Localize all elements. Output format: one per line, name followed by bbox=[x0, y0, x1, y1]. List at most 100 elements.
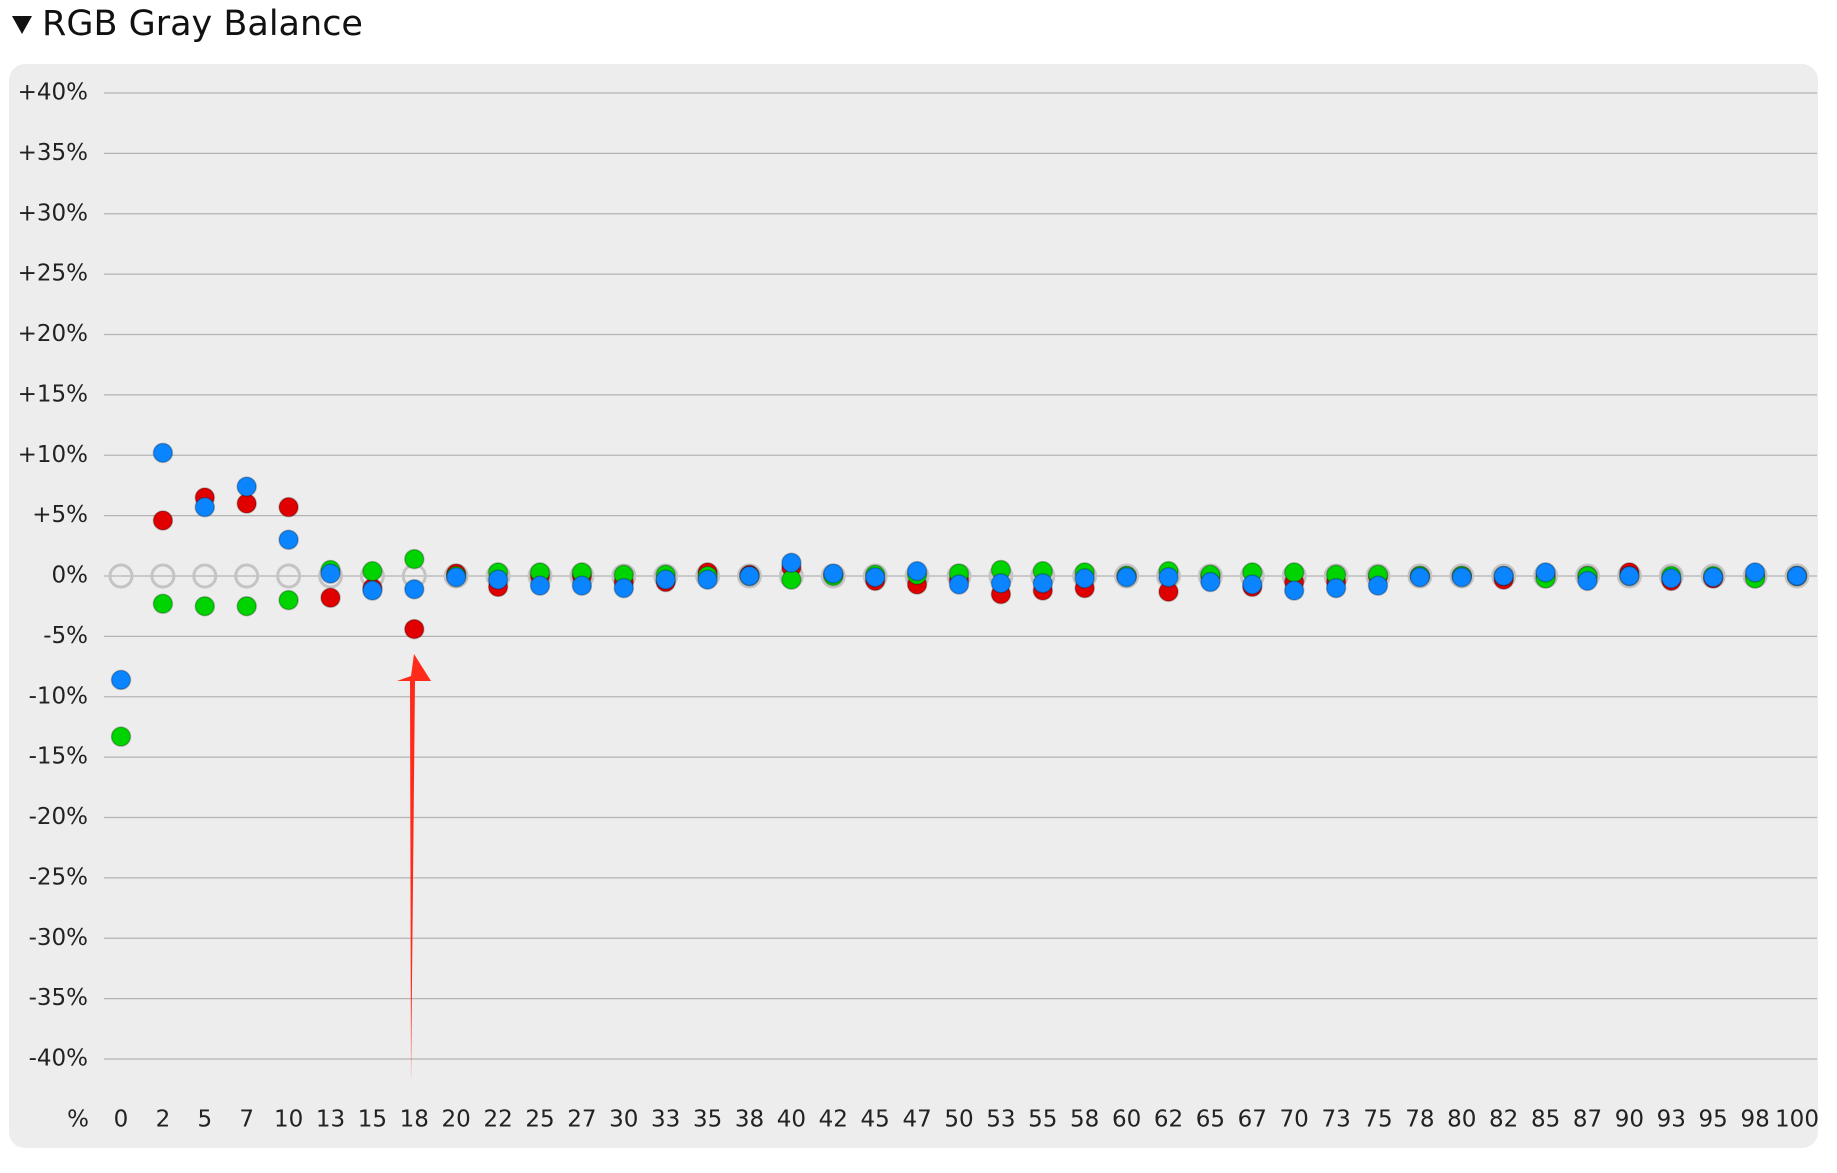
data-point bbox=[990, 572, 1012, 594]
reference-ring bbox=[276, 563, 302, 589]
reference-ring bbox=[234, 563, 260, 589]
y-tick-label: -25% bbox=[29, 864, 88, 890]
y-tick-label: -5% bbox=[43, 623, 88, 649]
data-point bbox=[739, 565, 760, 587]
y-tick-label: +30% bbox=[18, 200, 88, 226]
data-point bbox=[1032, 572, 1054, 594]
data-point bbox=[152, 442, 174, 464]
x-tick-label: 30 bbox=[609, 1107, 638, 1133]
x-tick-label: 95 bbox=[1699, 1107, 1728, 1133]
y-tick-label: +20% bbox=[18, 321, 88, 347]
x-tick-label: 100 bbox=[1775, 1107, 1819, 1133]
collapse-icon[interactable] bbox=[12, 16, 32, 34]
data-point bbox=[445, 566, 467, 588]
x-tick-label: 85 bbox=[1531, 1107, 1560, 1133]
data-point bbox=[320, 587, 341, 608]
reference-ring bbox=[1784, 563, 1810, 589]
x-tick-label: 78 bbox=[1405, 1107, 1434, 1133]
x-tick-label: 58 bbox=[1070, 1107, 1099, 1133]
data-point bbox=[487, 569, 509, 590]
y-tick-label: +5% bbox=[32, 502, 88, 528]
data-point bbox=[1158, 566, 1179, 588]
data-point bbox=[278, 496, 299, 518]
reference-ring bbox=[150, 563, 176, 589]
x-tick-label: 18 bbox=[400, 1107, 429, 1133]
data-point bbox=[320, 563, 341, 584]
plot-area: +40% +35% +30% +25% +20% +15% +10% +5% 0% -5% -10%… bbox=[18, 80, 1819, 1133]
data-point bbox=[1074, 568, 1095, 589]
annotation-arrow bbox=[397, 654, 431, 1082]
y-tick-label: -15% bbox=[29, 744, 88, 770]
x-tick-label: 80 bbox=[1447, 1107, 1476, 1133]
data-point bbox=[404, 548, 425, 570]
x-tick-label: 2 bbox=[156, 1107, 171, 1133]
reference-ring bbox=[192, 563, 218, 589]
x-tick-label: 27 bbox=[567, 1107, 596, 1133]
x-tick-label: 10 bbox=[274, 1107, 303, 1133]
x-tick-label: 5 bbox=[197, 1107, 212, 1133]
data-point bbox=[948, 574, 970, 595]
x-tick-label: 45 bbox=[861, 1107, 890, 1133]
y-tick-label: +15% bbox=[18, 381, 88, 407]
x-tick-label: 82 bbox=[1489, 1107, 1518, 1133]
data-point bbox=[362, 580, 383, 601]
x-tick-label: 73 bbox=[1321, 1107, 1350, 1133]
x-tick-label: 13 bbox=[316, 1107, 345, 1133]
data-point bbox=[236, 493, 257, 514]
data-point bbox=[1325, 577, 1347, 599]
data-point bbox=[1744, 562, 1766, 583]
x-tick-label: 90 bbox=[1615, 1107, 1644, 1133]
y-tick-label: -20% bbox=[29, 804, 88, 830]
data-point bbox=[1702, 566, 1724, 588]
x-tick-label: 70 bbox=[1280, 1107, 1309, 1133]
data-point bbox=[404, 579, 425, 600]
x-tick-label: 38 bbox=[735, 1107, 764, 1133]
data-point bbox=[404, 618, 425, 640]
reference-ring bbox=[1114, 563, 1140, 589]
data-point bbox=[697, 569, 718, 590]
data-point bbox=[236, 595, 257, 617]
data-point bbox=[1451, 566, 1473, 588]
data-point bbox=[613, 577, 635, 599]
data-point bbox=[655, 569, 676, 590]
data-point bbox=[571, 575, 593, 596]
data-point bbox=[1661, 568, 1682, 589]
data-point bbox=[1367, 575, 1389, 596]
data-point bbox=[278, 529, 299, 551]
x-tick-label: 53 bbox=[986, 1107, 1015, 1133]
data-point bbox=[110, 726, 132, 747]
x-tick-label: 87 bbox=[1573, 1107, 1602, 1133]
data-point bbox=[1116, 566, 1137, 588]
reference-ring bbox=[1407, 563, 1433, 589]
x-tick-label: 0 bbox=[114, 1107, 129, 1133]
y-tick-label: -30% bbox=[29, 925, 88, 951]
x-tick-label: 40 bbox=[777, 1107, 806, 1133]
x-tick-label: 98 bbox=[1740, 1107, 1769, 1133]
data-point bbox=[864, 566, 886, 588]
x-tick-label: 60 bbox=[1112, 1107, 1141, 1133]
x-tick-label: 22 bbox=[483, 1107, 512, 1133]
x-tick-label: 75 bbox=[1363, 1107, 1392, 1133]
x-tick-label: 15 bbox=[358, 1107, 387, 1133]
data-point bbox=[1786, 565, 1808, 587]
data-point bbox=[1283, 580, 1305, 601]
y-tick-label: +25% bbox=[18, 261, 88, 287]
y-tick-label: -40% bbox=[29, 1046, 88, 1072]
data-point bbox=[906, 560, 928, 582]
data-point bbox=[1283, 562, 1305, 583]
x-tick-label: 55 bbox=[1028, 1107, 1057, 1133]
y-tick-label: +35% bbox=[18, 140, 88, 166]
data-point bbox=[194, 595, 216, 617]
data-point bbox=[1577, 570, 1598, 592]
data-point bbox=[823, 563, 844, 584]
data-point bbox=[362, 560, 383, 582]
data-point bbox=[1535, 562, 1556, 583]
x-tick-label: 33 bbox=[651, 1107, 680, 1133]
x-tick-label: 65 bbox=[1196, 1107, 1225, 1133]
x-tick-label: 35 bbox=[693, 1107, 722, 1133]
reference-ring bbox=[737, 563, 762, 589]
x-tick-label: 25 bbox=[525, 1107, 554, 1133]
data-point bbox=[152, 510, 174, 531]
chart-title: RGB Gray Balance bbox=[42, 4, 363, 44]
